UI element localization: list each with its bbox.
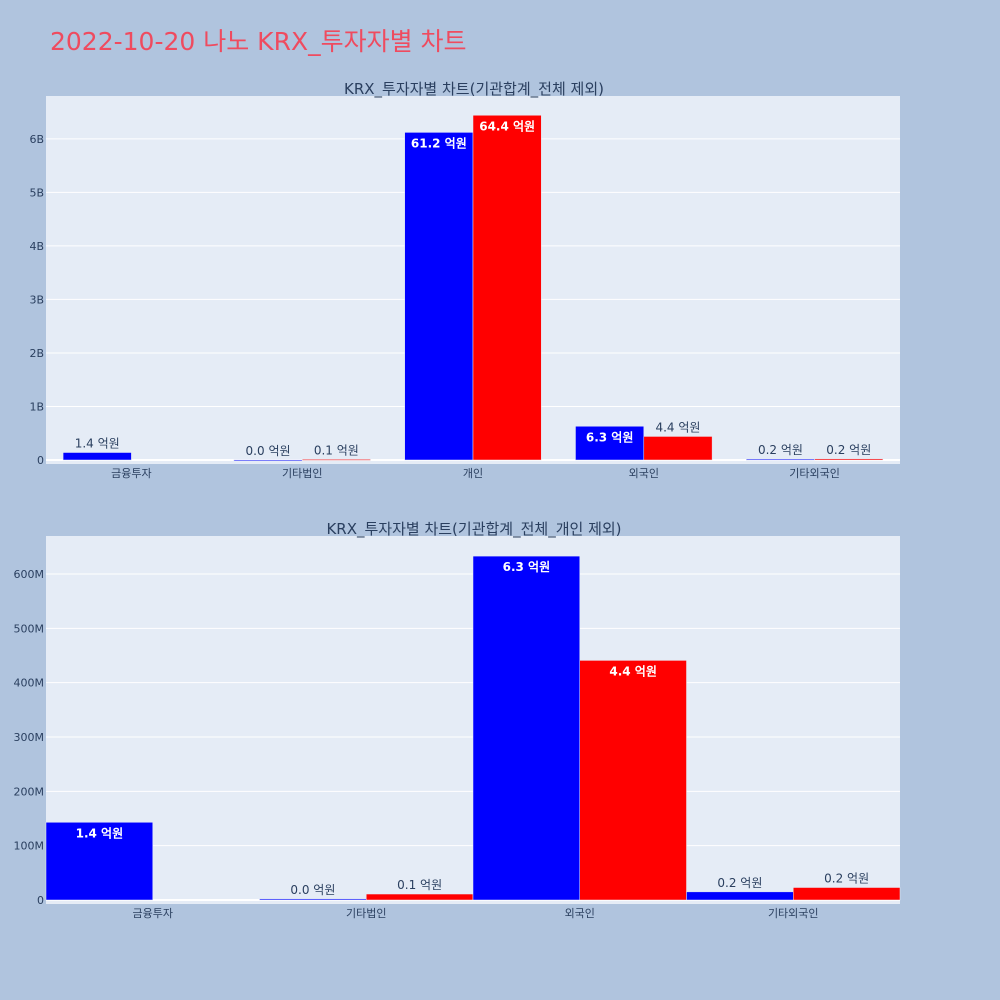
y-tick-label: 200M [14, 785, 45, 798]
bar [686, 891, 794, 901]
chart-2: 0 100M 200M 300M 400M 500M 600M KRX_투자자별 차트(기관합… [14, 520, 901, 920]
y-tick-label: 1B [29, 400, 44, 413]
data-label: 0.2 억원 [717, 876, 762, 890]
chart-title: KRX_투자자별 차트(기관합계_전체 제외) [344, 80, 604, 99]
bar [746, 458, 815, 461]
data-label: 0.0 억원 [290, 883, 335, 897]
bar [404, 132, 474, 461]
y-tick-label: 300M [14, 731, 45, 744]
data-label: 6.3 억원 [586, 430, 634, 444]
data-label: 0.1 억원 [397, 878, 442, 892]
x-tick-label: 기타법인 [346, 907, 386, 920]
x-tick-label: 금융투자 [111, 467, 151, 480]
data-label: 0.2 억원 [826, 443, 871, 457]
page-title: 2022-10-20 나노 KRX_투자자별 차트 [50, 27, 467, 56]
data-label: 0.0 억원 [246, 444, 291, 458]
data-label: 0.1 억원 [314, 443, 359, 457]
bar [472, 555, 580, 901]
y-tick-label: 600M [14, 568, 45, 581]
bar [366, 893, 474, 901]
x-tick-label: 개인 [463, 467, 483, 480]
y-tick-label: 2B [29, 347, 44, 360]
y-tick-label: 5B [29, 186, 44, 199]
bar [579, 660, 687, 901]
bar [643, 436, 713, 461]
data-label: 4.4 억원 [609, 664, 657, 678]
data-label: 1.4 억원 [75, 437, 120, 451]
x-tick-label: 금융투자 [133, 907, 173, 920]
data-label: 0.2 억원 [758, 443, 803, 457]
bar [472, 115, 542, 461]
y-tick-label: 0 [37, 894, 44, 907]
bar [45, 822, 153, 901]
x-tick-label: 기타외국인 [768, 907, 819, 920]
y-tick-label: 100M [14, 840, 45, 853]
bar [814, 458, 884, 461]
y-tick-label: 3B [29, 293, 44, 306]
bar [259, 898, 367, 901]
bar [62, 452, 132, 461]
chart-1: 0 1B 2B 3B 4B 5B 6B KRX_투자자별 차트(기관합계_전체 제외) 금융투자… [29, 80, 900, 480]
x-tick-label: 기타외국인 [789, 467, 840, 480]
data-label: 6.3 억원 [503, 560, 551, 574]
data-label: 0.2 억원 [824, 872, 869, 886]
x-tick-label: 외국인 [629, 467, 659, 480]
bar [301, 459, 371, 461]
x-tick-label: 외국인 [565, 907, 595, 920]
y-tick-label: 0 [37, 454, 44, 467]
chart-title: KRX_투자자별 차트(기관합계_전체_개인 제외) [326, 520, 621, 539]
y-tick-label: 500M [14, 622, 45, 635]
data-label: 1.4 억원 [76, 826, 124, 840]
y-tick-label: 400M [14, 677, 45, 690]
bar [233, 459, 303, 462]
data-label: 64.4 억원 [479, 119, 535, 133]
data-label: 61.2 억원 [411, 136, 467, 150]
x-tick-label: 기타법인 [282, 467, 322, 480]
data-label: 4.4 억원 [655, 420, 700, 434]
y-tick-label: 4B [29, 240, 44, 253]
bar [793, 887, 901, 901]
y-tick-label: 6B [29, 133, 44, 146]
bar [575, 426, 645, 461]
